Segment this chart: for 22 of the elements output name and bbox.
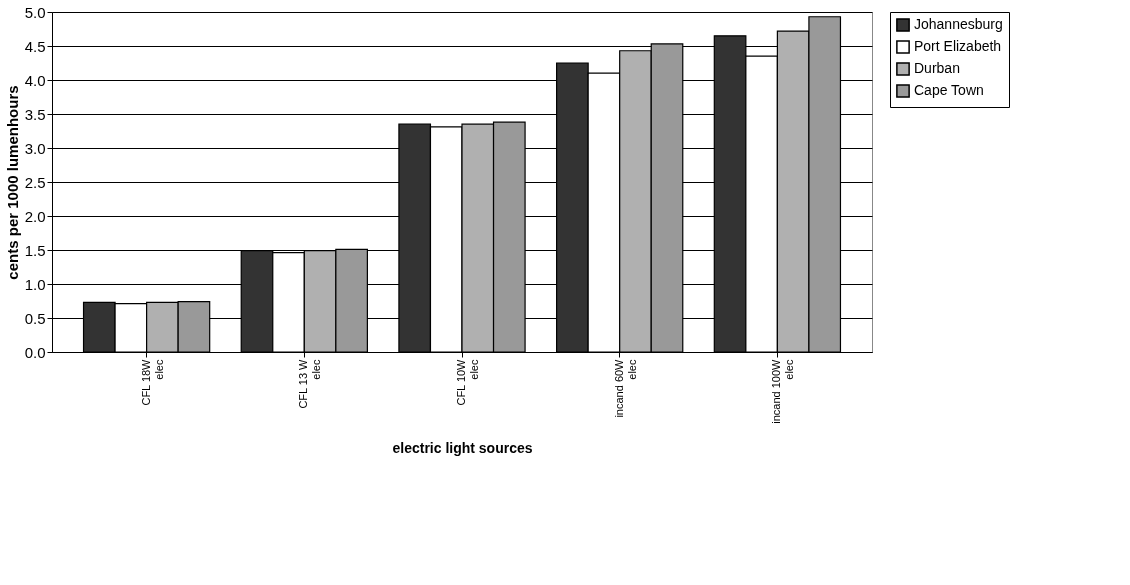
legend-label: Cape Town <box>914 82 984 98</box>
x-tick-label: CFL 18W elec <box>139 358 165 406</box>
y-tick-label: 1.0 <box>24 275 46 293</box>
y-tick-label: 3.0 <box>24 139 46 157</box>
y-tick-label: 0.5 <box>24 309 46 327</box>
y-tick-label: 5.0 <box>24 3 46 21</box>
y-tick-label: 3.5 <box>24 105 46 123</box>
y-tick-label: 0.0 <box>24 343 46 361</box>
legend-label: Johannesburg <box>914 16 1003 32</box>
x-tick-label: CFL 10W elec <box>455 358 480 406</box>
x-axis-title: electric light sources <box>392 439 533 456</box>
x-tick-label: incand 60W elec <box>612 358 638 418</box>
legend-label: Port Elizabeth <box>914 38 1002 54</box>
x-tick-label: CFL 13 W elec <box>297 358 323 409</box>
y-tick-label: 2.5 <box>24 173 46 191</box>
legend-label: Durban <box>914 60 960 76</box>
y-axis-title: cents per 1000 lumenhours <box>3 85 21 280</box>
x-tick-label: incand 100W elec <box>770 358 796 424</box>
y-tick-label: 2.0 <box>24 207 46 225</box>
y-tick-label: 4.0 <box>24 71 46 89</box>
y-tick-label: 4.5 <box>24 37 46 55</box>
y-tick-label: 1.5 <box>24 241 46 259</box>
